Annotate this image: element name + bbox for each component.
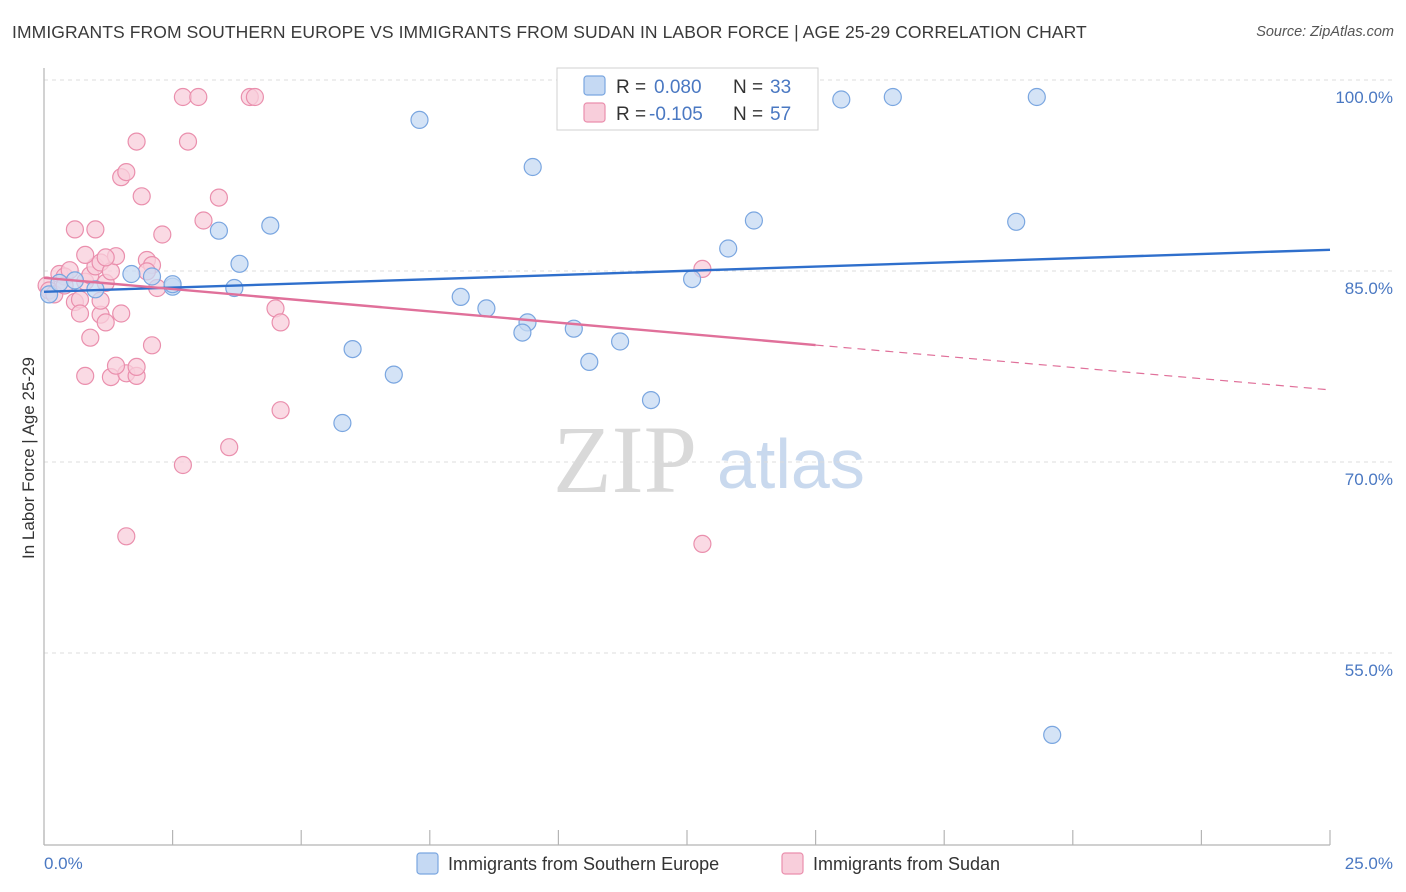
- sudan-point-29: [178, 132, 198, 151]
- sudan-point-38: [173, 455, 192, 475]
- southern-europe-point-3: [142, 267, 162, 286]
- y-tick-label-70: 70.0%: [1345, 470, 1393, 489]
- southern-europe-point-19: [719, 239, 738, 258]
- southern-europe-point-22: [883, 87, 902, 107]
- legend-r-label-pink: R =: [616, 104, 646, 125]
- sudan-point-21: [127, 132, 146, 151]
- sudan-point-44: [127, 357, 146, 376]
- legend-n-label-blue: N =: [733, 77, 763, 98]
- legend-r-label-blue: R =: [616, 77, 646, 98]
- sudan-point-46: [142, 336, 162, 355]
- y-axis-tick-labels: 100.0% 85.0% 70.0% 55.0%: [1335, 88, 1393, 680]
- sudan-point-40: [76, 366, 95, 385]
- southern-europe-point-17: [641, 391, 661, 410]
- sudan-point-18: [96, 248, 115, 267]
- legend-swatch-southern-europe: [416, 852, 439, 875]
- southern-europe-point-6: [230, 254, 249, 273]
- watermark: ZIP atlas: [553, 406, 865, 513]
- legend-r-value-blue: 0.080: [654, 77, 702, 98]
- sudan-point-20: [117, 163, 136, 182]
- stats-legend: R = 0.080 N = 33 R = -0.105 N = 57: [556, 67, 819, 131]
- watermark-atlas: atlas: [717, 425, 865, 503]
- sudan-point-51: [70, 304, 90, 323]
- southern-europe-point-9: [410, 110, 429, 130]
- sudan-point-49: [106, 356, 126, 375]
- x-tick-label-max: 25.0%: [1345, 854, 1393, 873]
- southern-europe-point-29: [333, 413, 352, 433]
- southern-europe-point-8: [343, 340, 362, 359]
- sudan-point-31: [209, 188, 228, 207]
- southern-europe-point-20: [744, 211, 764, 230]
- stats-legend-swatch-blue: [583, 75, 606, 96]
- sudan-point-16: [76, 245, 95, 264]
- southern-europe-point-13: [523, 157, 542, 177]
- sudan-point-26: [153, 225, 172, 244]
- legend-n-label-pink: N =: [733, 104, 763, 125]
- legend-swatch-sudan: [781, 852, 804, 875]
- southern-europe-point-16: [610, 332, 630, 351]
- sudan-point-33: [245, 87, 264, 107]
- sudan-point-54: [693, 534, 712, 554]
- southern-europe-point-15: [580, 352, 599, 371]
- series-legend: Immigrants from Southern Europe Immigran…: [416, 852, 1000, 875]
- legend-r-value-pink: -0.105: [649, 104, 703, 125]
- y-axis-title: In Labor Force | Age 25-29: [19, 357, 38, 559]
- trendline-pink-solid: [43, 276, 816, 347]
- sudan-point-36: [271, 401, 290, 420]
- southern-europe-point-21: [832, 90, 851, 109]
- sudan-point-15: [65, 220, 85, 239]
- southern-europe-point-23: [1027, 87, 1046, 107]
- sudan-point-39: [117, 527, 136, 546]
- legend-label-sudan: Immigrants from Sudan: [813, 854, 1000, 874]
- chart-title: IMMIGRANTS FROM SOUTHERN EUROPE VS IMMIG…: [12, 22, 1087, 42]
- southern-europe-point-24: [1043, 725, 1062, 745]
- legend-n-value-blue: 33: [770, 77, 791, 98]
- y-tick-label-100: 100.0%: [1335, 88, 1393, 107]
- stats-legend-swatch-pink: [583, 102, 606, 123]
- sudan-point-30: [194, 211, 213, 230]
- source-credit: Source: ZipAtlas.com: [1256, 24, 1394, 40]
- legend-n-value-pink: 57: [770, 104, 791, 125]
- sudan-point-22: [132, 187, 151, 206]
- sudan-point-50: [81, 328, 100, 347]
- trendlines: [43, 248, 1331, 391]
- southern-europe-point-11: [477, 299, 496, 318]
- sudan-point-48: [96, 313, 115, 332]
- southern-europe-point-10: [451, 287, 470, 306]
- series-southern-europe-points: [39, 87, 1062, 745]
- watermark-zip: ZIP: [553, 406, 697, 513]
- trendline-blue: [43, 248, 1331, 294]
- southern-europe-point-2: [122, 264, 141, 284]
- trendline-pink-dashed: [815, 344, 1331, 391]
- southern-europe-point-18: [682, 270, 702, 289]
- southern-europe-point-26: [225, 278, 244, 298]
- sudan-point-27: [173, 87, 192, 107]
- x-axis-ticks: [43, 830, 1331, 845]
- x-tick-label-min: 0.0%: [44, 854, 83, 873]
- southern-europe-point-30: [384, 365, 403, 384]
- sudan-point-37: [220, 438, 239, 457]
- gridlines: [44, 79, 1393, 654]
- southern-europe-point-32: [1007, 212, 1026, 231]
- southern-europe-point-1: [50, 273, 69, 292]
- sudan-point-17: [86, 220, 105, 239]
- sudan-point-28: [189, 87, 208, 107]
- southern-europe-point-0: [39, 285, 59, 304]
- sudan-point-45: [112, 304, 131, 323]
- southern-europe-point-31: [513, 323, 532, 342]
- southern-europe-point-5: [209, 221, 228, 240]
- southern-europe-point-7: [261, 216, 280, 235]
- y-tick-label-85: 85.0%: [1345, 279, 1393, 298]
- sudan-point-35: [271, 313, 290, 332]
- legend-label-southern-europe: Immigrants from Southern Europe: [448, 854, 719, 874]
- y-tick-label-55: 55.0%: [1345, 661, 1393, 680]
